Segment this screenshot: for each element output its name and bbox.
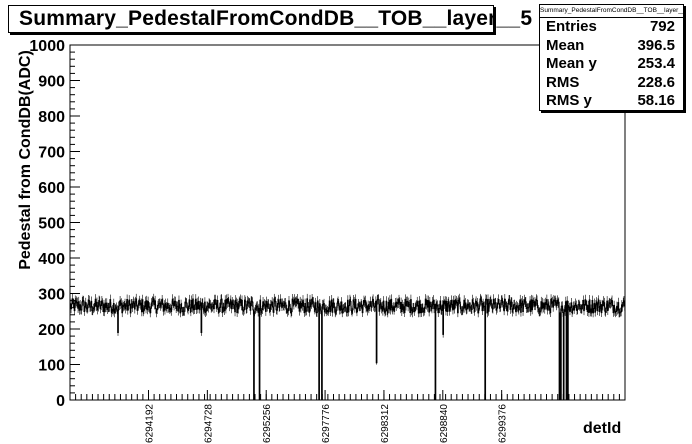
stats-label: RMS y	[546, 92, 592, 109]
stats-row-rms: RMS 228.6	[540, 74, 683, 93]
x-tick-label: 6299376	[498, 404, 509, 443]
x-tick-label: 6298312	[380, 404, 391, 443]
stats-value: 253.4	[637, 55, 675, 72]
stats-label: Mean	[546, 36, 585, 54]
x-tick-label: 6295256	[262, 404, 273, 443]
y-tick-label: 600	[38, 180, 65, 197]
stats-row-mean-y: Mean y 253.4	[540, 55, 683, 74]
y-tick-label: 700	[38, 145, 65, 162]
chart-title: Summary_PedestalFromCondDB__TOB__layer__…	[19, 7, 533, 30]
stats-box: Summary_PedestalFromCondDB__TOB__layer__…	[539, 4, 684, 111]
y-axis-label: Pedestal from CondDB(ADC)	[17, 50, 34, 270]
stats-row-rms-y: RMS y 58.16	[540, 92, 683, 111]
stats-label: RMS	[546, 73, 580, 91]
stats-title: Summary_PedestalFromCondDB__TOB__layer__…	[540, 5, 683, 18]
y-tick-label: 400	[38, 251, 65, 268]
y-tick-label: 100	[38, 358, 65, 375]
x-tick-label: 6297776	[321, 404, 332, 443]
stats-label: Entries	[546, 18, 597, 35]
stats-value: 228.6	[637, 73, 675, 91]
x-axis-label: detId	[583, 420, 622, 437]
y-tick-label: 900	[38, 74, 65, 91]
x-tick-label: 6294728	[203, 404, 214, 443]
y-tick-label: 200	[38, 322, 65, 339]
stats-row-entries: Entries 792	[540, 18, 683, 37]
histogram-series	[69, 298, 626, 401]
y-tick-label: 800	[38, 109, 65, 126]
stats-label: Mean y	[546, 55, 597, 72]
title-box: Summary_PedestalFromCondDB__TOB__layer__…	[8, 5, 532, 33]
y-tick-label: 300	[38, 287, 65, 304]
x-tick-label: 6294192	[144, 404, 155, 443]
y-tick-label: 1000	[29, 38, 65, 55]
y-tick-label: 0	[56, 393, 65, 410]
x-tick-label: 6298840	[439, 404, 450, 443]
stats-value: 58.16	[637, 92, 675, 109]
y-tick-label: 500	[38, 216, 65, 233]
stats-row-mean: Mean 396.5	[540, 37, 683, 56]
stats-value: 396.5	[637, 36, 675, 54]
stats-value: 792	[649, 18, 675, 35]
